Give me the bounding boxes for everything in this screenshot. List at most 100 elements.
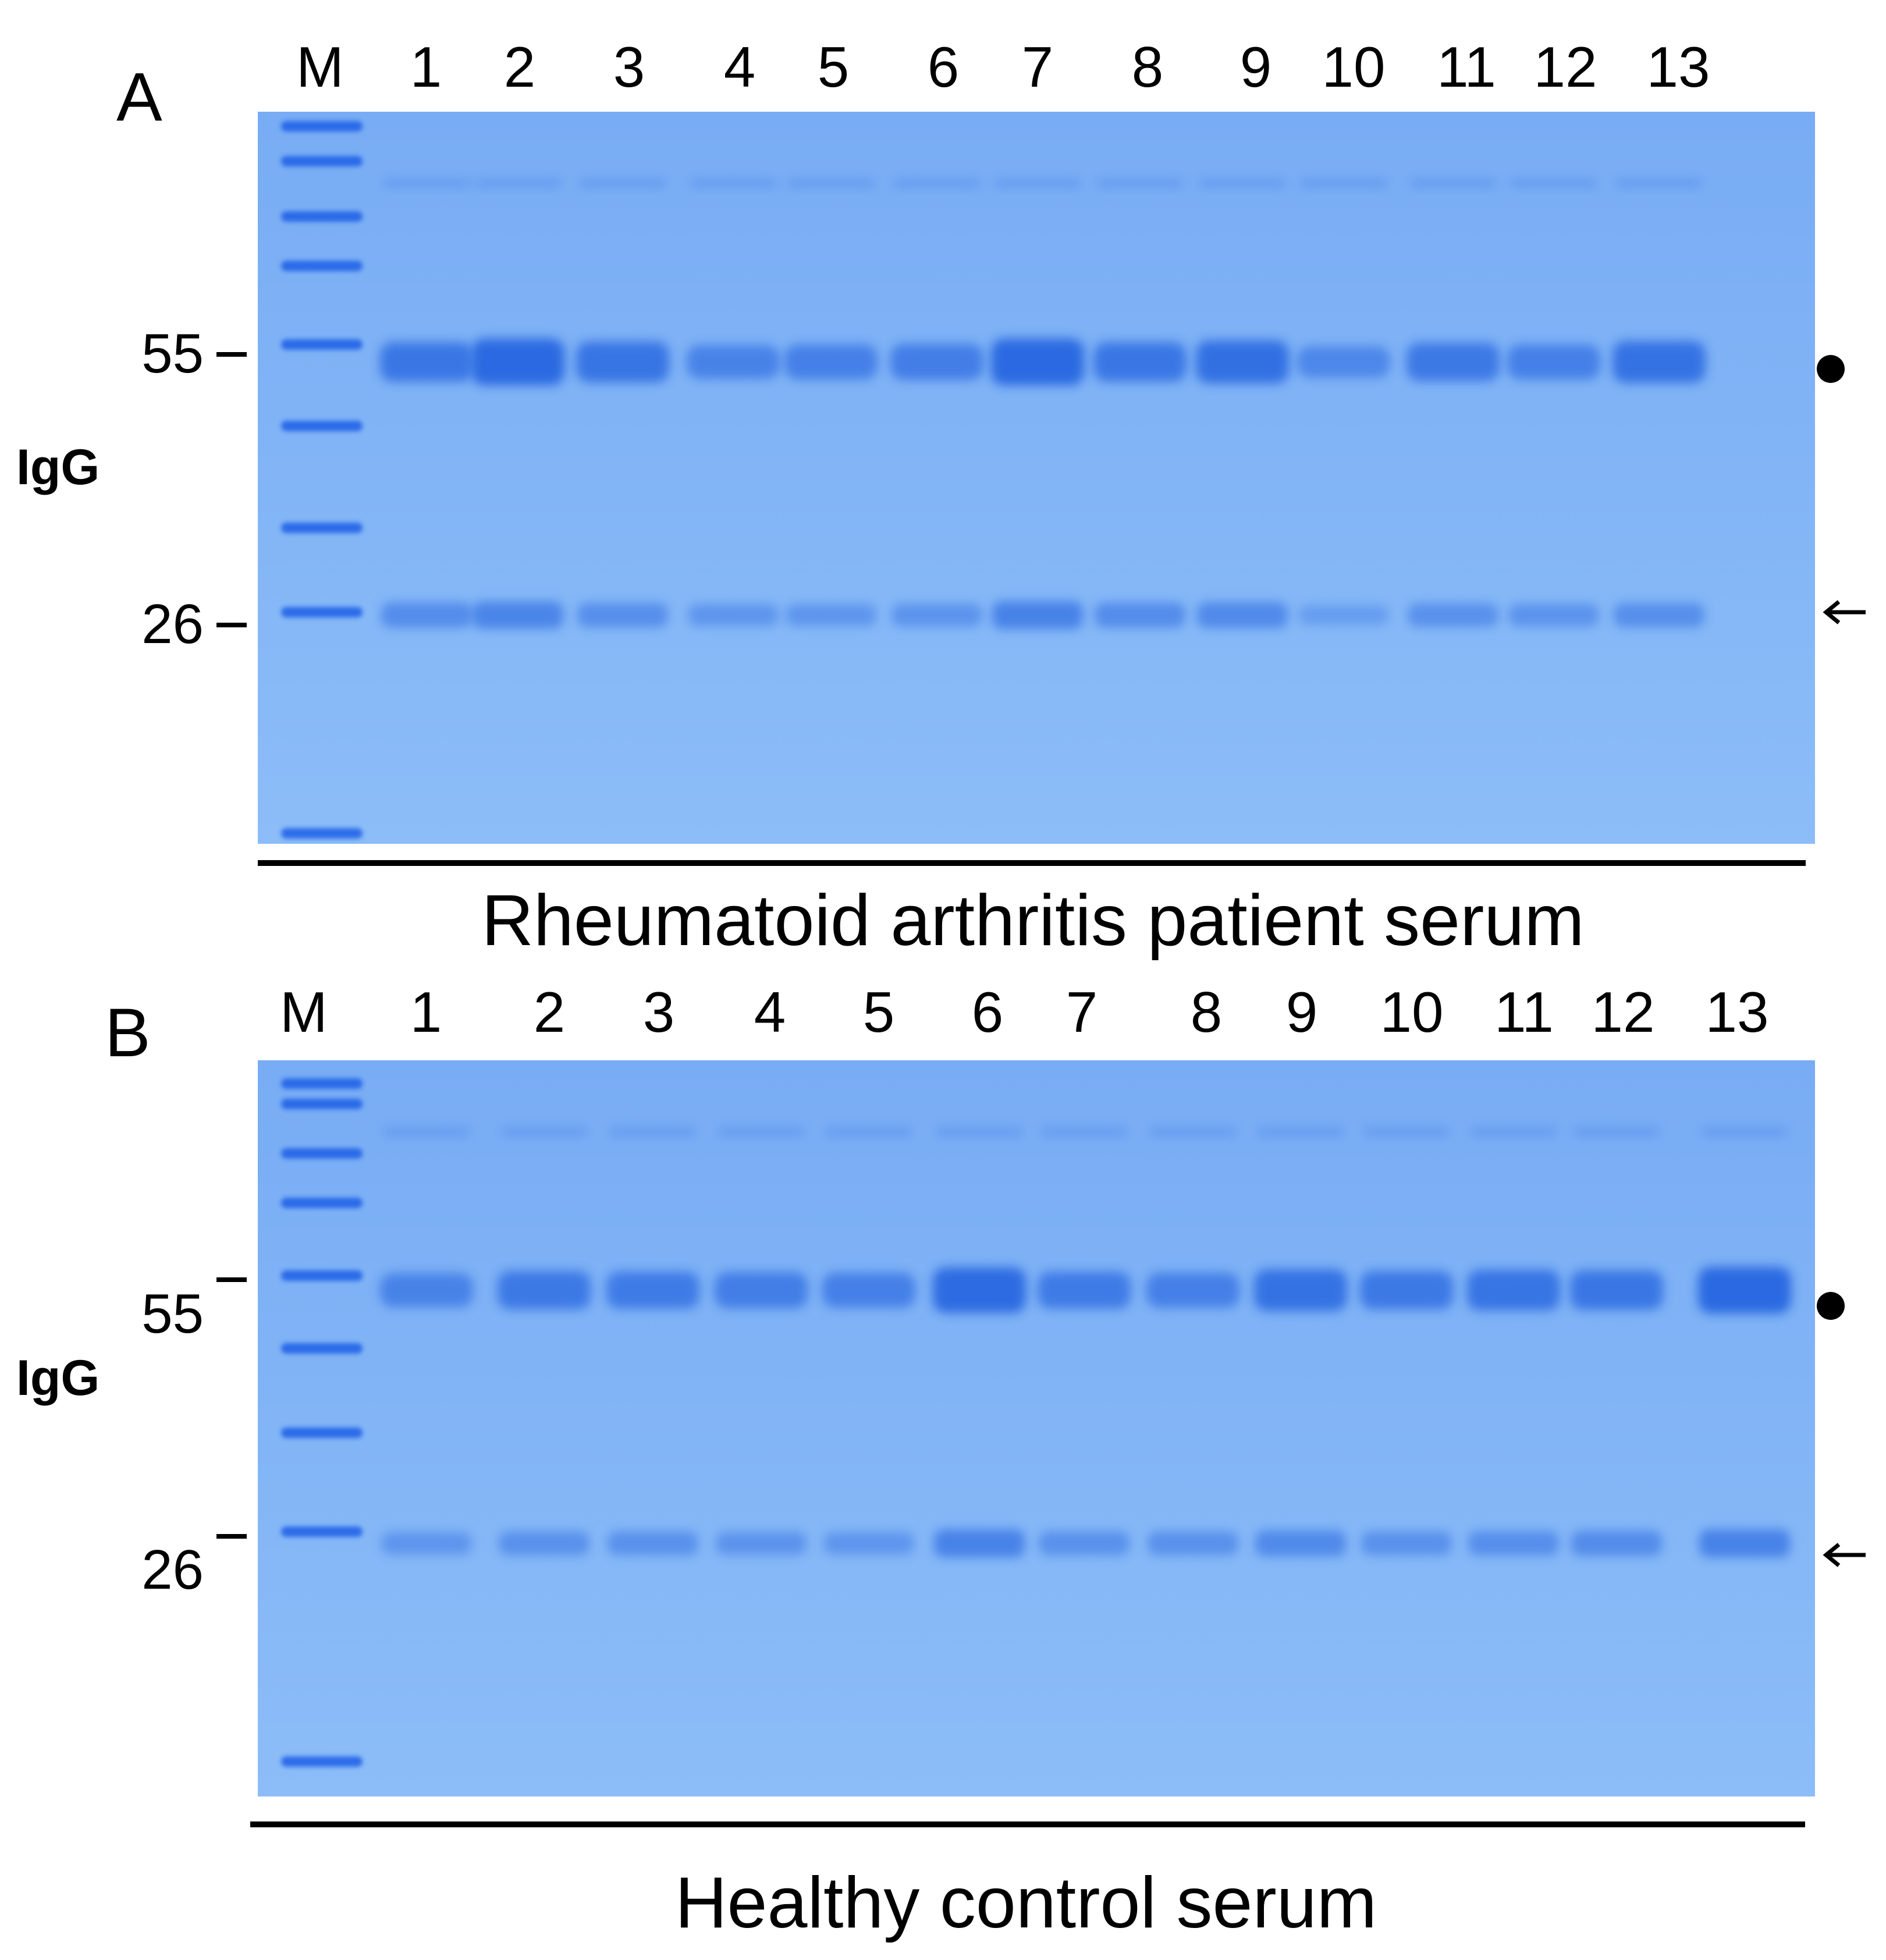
heavy-chain-band <box>1196 340 1289 384</box>
lane-label: 8 <box>1131 35 1164 99</box>
lane-label: 3 <box>613 35 645 99</box>
lane-label: 11 <box>1437 35 1496 99</box>
lane-label: 6 <box>927 35 960 99</box>
light-chain-arrow-icon <box>1823 600 1866 624</box>
mw-label-55: 55 <box>141 1283 204 1345</box>
faint-band <box>936 1127 1023 1137</box>
ladder-band <box>281 1428 363 1438</box>
ladder-band <box>281 523 363 533</box>
heavy-chain-band <box>991 339 1084 385</box>
heavy-chain-band <box>380 1273 473 1307</box>
heavy-chain-band <box>1698 1267 1791 1313</box>
lane-label: 5 <box>862 980 895 1044</box>
ladder-band <box>281 1148 363 1159</box>
igg-label: IgG <box>16 1350 100 1406</box>
ladder-band <box>281 607 363 617</box>
ladder-band <box>281 211 363 222</box>
ladder-band <box>281 261 363 271</box>
gel-image <box>258 1060 1815 1796</box>
lane-label-marker: M <box>280 980 328 1044</box>
heavy-chain-band <box>1093 342 1187 382</box>
gel-image <box>258 112 1815 844</box>
lane-label: 2 <box>533 980 566 1044</box>
faint-band <box>690 179 777 188</box>
faint-band <box>787 179 875 188</box>
faint-band <box>383 179 470 188</box>
faint-band <box>1149 1127 1237 1137</box>
light-chain-band <box>934 1529 1025 1557</box>
igg-label: IgG <box>16 439 100 495</box>
heavy-chain-band <box>822 1273 915 1308</box>
heavy-chain-band <box>1038 1272 1131 1309</box>
heavy-chain-band <box>890 344 983 380</box>
mw-tick <box>216 1277 247 1282</box>
mw-tick <box>216 1534 247 1539</box>
faint-band <box>474 179 562 188</box>
light-chain-band <box>992 601 1083 629</box>
light-chain-band <box>577 603 668 627</box>
light-chain-band <box>473 601 563 629</box>
ladder-band <box>281 156 363 166</box>
lane-label: 10 <box>1322 35 1386 99</box>
lane-label: 4 <box>723 35 756 99</box>
lane-label: 12 <box>1591 980 1655 1044</box>
faint-band <box>1701 1127 1788 1137</box>
faint-band <box>500 1127 588 1137</box>
ladder-band <box>281 1099 363 1109</box>
heavy-chain-band <box>1570 1270 1663 1310</box>
ladder-band <box>281 421 363 431</box>
group-rule <box>258 860 1806 866</box>
heavy-chain-band <box>933 1267 1026 1313</box>
mw-tick <box>216 623 247 627</box>
light-chain-band <box>1614 603 1704 627</box>
gel-background <box>258 1060 1815 1796</box>
ladder-band <box>281 1343 363 1354</box>
light-chain-band <box>381 1532 472 1555</box>
ladder-band <box>281 1756 363 1767</box>
panel-letter: B <box>105 995 151 1071</box>
faint-band <box>1300 179 1387 188</box>
light-chain-band <box>1148 1531 1238 1556</box>
faint-band <box>718 1127 805 1137</box>
heavy-chain-band <box>1612 341 1706 383</box>
faint-band <box>1257 1127 1344 1137</box>
lane-label: 13 <box>1646 35 1710 99</box>
lane-label: 7 <box>1065 980 1098 1044</box>
lane-label: 2 <box>503 35 536 99</box>
lane-label: 12 <box>1533 35 1597 99</box>
heavy-chain-dot-marker <box>1817 1292 1845 1320</box>
light-chain-arrow-icon <box>1823 1543 1866 1567</box>
light-chain-band <box>1298 605 1389 626</box>
faint-band <box>825 1127 912 1137</box>
heavy-chain-band <box>1146 1273 1239 1308</box>
heavy-chain-band <box>1254 1269 1347 1311</box>
heavy-chain-band <box>687 345 780 379</box>
mw-label-55: 55 <box>141 322 204 385</box>
heavy-chain-band <box>471 339 564 385</box>
light-chain-band <box>1255 1530 1346 1557</box>
mw-tick <box>216 352 247 357</box>
lane-label: 6 <box>971 980 1004 1044</box>
heavy-chain-band <box>1467 1270 1560 1311</box>
faint-band <box>1040 1127 1128 1137</box>
faint-band <box>1470 1127 1557 1137</box>
mw-label-26: 26 <box>141 593 204 655</box>
light-chain-band <box>688 603 779 627</box>
lane-label: 1 <box>410 35 442 99</box>
faint-band <box>609 1127 697 1137</box>
light-chain-band <box>608 1531 698 1556</box>
faint-band <box>1510 179 1597 188</box>
gel-svg <box>258 112 1815 844</box>
light-chain-band <box>1508 603 1599 627</box>
heavy-chain-band <box>1507 345 1600 379</box>
mw-label-26: 26 <box>141 1539 204 1601</box>
gel-svg <box>258 1060 1815 1796</box>
panel-a: A M 1 2 3 4 5 6 7 8 9 10 11 12 13 55 26 … <box>0 0 1886 961</box>
light-chain-band <box>1468 1531 1559 1556</box>
faint-band <box>893 179 981 188</box>
group-caption: Rheumatoid arthritis patient serum <box>481 880 1585 961</box>
lane-label: 9 <box>1239 35 1272 99</box>
heavy-chain-band <box>606 1272 699 1309</box>
lane-label: 7 <box>1021 35 1054 99</box>
ladder-band <box>281 1078 363 1089</box>
